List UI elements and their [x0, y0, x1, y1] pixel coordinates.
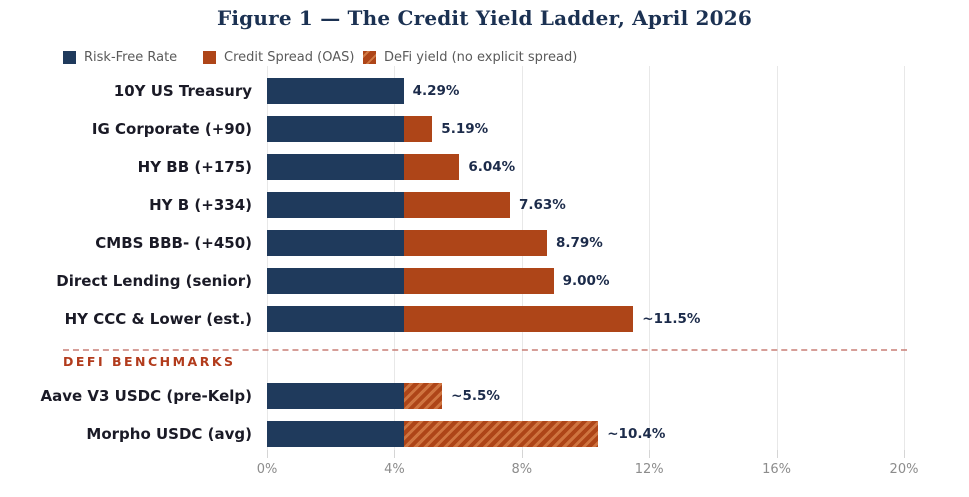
hatched-rust-square-icon: [363, 51, 376, 64]
axis-tick-label: 12%: [634, 462, 664, 477]
navy-square-icon: [63, 51, 76, 64]
legend-item-credit-spread: Credit Spread (OAS): [203, 50, 354, 65]
chart-title: Figure 1 — The Credit Yield Ladder, Apri…: [216, 6, 753, 30]
category-label: IG Corporate (+90): [91, 120, 252, 138]
bar-segment-risk-free: [267, 421, 404, 447]
gridline: [394, 66, 396, 450]
axis-tick-label: 8%: [511, 462, 533, 477]
defi-section-divider-line: [63, 349, 907, 351]
legend: Risk-Free Rate Credit Spread (OAS) DeFi …: [0, 50, 969, 66]
bar-segment-risk-free: [267, 268, 404, 294]
category-label: Direct Lending (senior): [56, 272, 252, 290]
gridline: [904, 66, 905, 450]
rust-square-icon: [203, 51, 216, 64]
axis-tick: [394, 450, 396, 458]
category-label: HY BB (+175): [137, 158, 252, 176]
axis-tick: [267, 450, 268, 458]
axis-tick-label: 16%: [762, 462, 792, 477]
axis-tick: [776, 450, 778, 458]
bar-value-label: 5.19%: [441, 121, 489, 137]
gridline: [649, 66, 651, 450]
axis-tick-label: 4%: [384, 462, 405, 477]
gridline: [267, 66, 268, 450]
axis-tick-label: 0%: [256, 462, 278, 477]
axis-tick-label: 20%: [889, 462, 919, 477]
bar-value-label: 4.29%: [412, 83, 460, 99]
bar-value-label: ~10.4%: [607, 426, 666, 442]
gridline: [776, 66, 778, 450]
category-label: Morpho USDC (avg): [86, 425, 252, 443]
bar-segment-credit-spread: [403, 230, 547, 256]
bar-segment-risk-free: [267, 154, 404, 180]
bar-value-label: 9.00%: [562, 273, 610, 289]
bar-value-label: ~5.5%: [451, 388, 500, 404]
legend-label: DeFi yield (no explicit spread): [384, 50, 578, 65]
category-label: HY CCC & Lower (est.): [64, 310, 252, 328]
bar-segment-defi-yield: [403, 421, 599, 447]
bar-segment-risk-free: [267, 116, 404, 142]
legend-label: Credit Spread (OAS): [224, 50, 355, 65]
bar-value-label: 8.79%: [555, 235, 603, 251]
bar-segment-defi-yield: [403, 383, 443, 409]
gridline: [521, 66, 523, 450]
bar-segment-credit-spread: [403, 116, 433, 142]
category-label: HY B (+334): [149, 196, 252, 214]
bar-value-label: 7.63%: [519, 197, 566, 213]
bar-value-label: 6.04%: [468, 159, 516, 175]
legend-label: Risk-Free Rate: [84, 50, 178, 65]
bar-segment-risk-free: [267, 383, 404, 409]
category-label: Aave V3 USDC (pre-Kelp): [40, 387, 253, 405]
bar-value-label: ~11.5%: [642, 311, 701, 327]
axis-tick: [649, 450, 651, 458]
category-label: 10Y US Treasury: [113, 82, 252, 100]
bar-segment-risk-free: [267, 192, 404, 218]
bar-segment-credit-spread: [403, 306, 634, 332]
legend-item-defi-yield: DeFi yield (no explicit spread): [363, 50, 577, 65]
bar-segment-credit-spread: [403, 154, 460, 180]
bar-segment-credit-spread: [403, 192, 510, 218]
axis-tick: [521, 450, 523, 458]
axis-tick: [904, 450, 905, 458]
category-label: CMBS BBB- (+450): [95, 234, 252, 252]
defi-section-label: DEFI BENCHMARKS: [63, 354, 236, 369]
legend-item-risk-free: Risk-Free Rate: [63, 50, 177, 65]
bar-segment-risk-free: [267, 230, 404, 256]
bar-segment-risk-free: [267, 306, 404, 332]
bar-segment-risk-free: [267, 78, 404, 104]
bar-segment-credit-spread: [403, 268, 554, 294]
